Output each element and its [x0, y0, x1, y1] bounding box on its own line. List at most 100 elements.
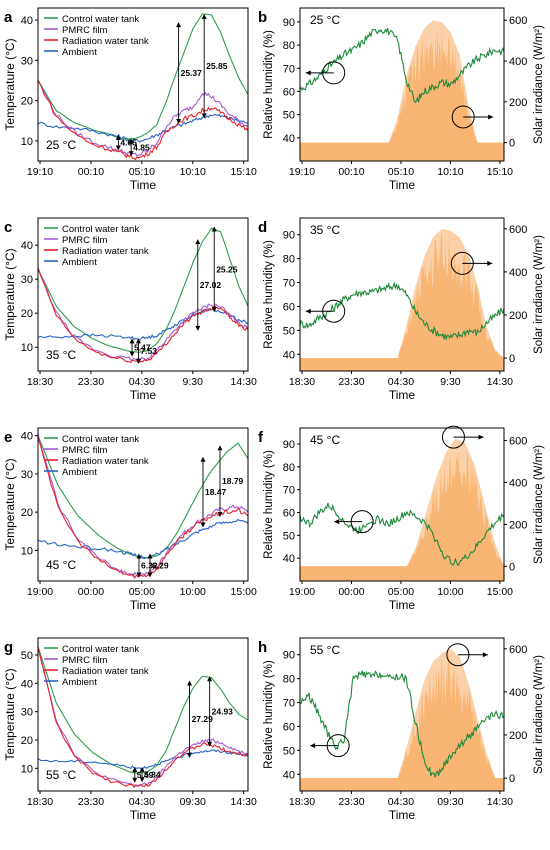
y-tick-label: 20 — [21, 735, 33, 747]
difference-label: 25.85 — [206, 61, 228, 71]
arrow-head-icon — [207, 741, 213, 747]
arrow-head-icon — [187, 752, 193, 758]
difference-label: 5.34 — [144, 770, 161, 780]
y-tick-label: 30 — [21, 55, 33, 67]
y-tick-label: 40 — [283, 769, 295, 781]
condition-label: 25 °C — [310, 13, 340, 27]
condition-label: 35 °C — [46, 348, 76, 362]
relative-humidity-line — [299, 670, 505, 778]
y2-axis-title: Solar irradiance (W/m²) — [533, 655, 545, 774]
series-line-control-water-tank — [37, 13, 249, 140]
legend-label: Ambient — [62, 257, 97, 268]
y2-tick-label: 0 — [509, 353, 515, 365]
x-tick-label: 23:30 — [338, 796, 364, 808]
legend-label: PMRC film — [62, 25, 107, 36]
y-tick-label: 90 — [283, 439, 295, 451]
solar-irradiance-envelope — [300, 648, 504, 791]
arrow-head-icon — [201, 113, 207, 119]
x-tick-label: 00:00 — [338, 586, 364, 598]
difference-label: 6.32 — [141, 561, 158, 571]
y2-axis-title: Solar irradiance (W/m²) — [533, 445, 545, 564]
y2-tick-label: 0 — [509, 773, 515, 785]
arrow-left-icon — [305, 70, 311, 76]
y2-tick-label: 600 — [509, 15, 527, 27]
solar-irradiance-envelope — [300, 438, 504, 581]
arrow-right-icon — [488, 114, 494, 120]
difference-label: 4.85 — [133, 143, 150, 153]
y-tick-label: 40 — [21, 240, 33, 252]
y-tick-label: 80 — [283, 462, 295, 474]
humidity-solar-chart-f: f 40 50 60 70 80 90 0 200 400 600 19:00 00:00 05:00 10… — [258, 425, 545, 612]
y-tick-label: 40 — [21, 678, 33, 690]
arrow-head-icon — [176, 118, 182, 124]
legend-label: Control water tank — [62, 14, 139, 25]
x-tick-label: 10:10 — [180, 166, 206, 178]
x-tick-label: 14:30 — [487, 376, 513, 388]
series-line-radiation-water-tank — [37, 267, 249, 364]
y2-tick-label: 600 — [509, 436, 527, 448]
x-tick-label: 15:10 — [487, 166, 513, 178]
series-line-pmrc-film — [37, 80, 249, 157]
legend-label: Ambient — [62, 47, 97, 58]
y-tick-label: 40 — [21, 15, 33, 27]
x-tick-label: 19:10 — [289, 166, 315, 178]
x-tick-label: 14:30 — [231, 376, 257, 388]
y-tick-label: 50 — [283, 325, 295, 337]
arrow-left-icon — [334, 519, 340, 525]
arrow-head-icon — [128, 151, 134, 157]
difference-label: 4.65 — [120, 138, 137, 148]
arrow-head-icon — [136, 553, 142, 559]
legend-label: Radiation water tank — [62, 36, 149, 47]
x-axis-title: Time — [130, 388, 157, 402]
humidity-solar-chart-d: d 40 50 60 70 80 90 0 200 400 600 18:30 23:30 04:30 9:… — [258, 217, 545, 402]
relative-humidity-line — [299, 27, 505, 104]
arrow-right-icon — [478, 434, 484, 440]
arrow-head-icon — [135, 358, 141, 364]
difference-label: 7.53 — [140, 346, 157, 356]
legend-label: Ambient — [62, 677, 97, 688]
plot-frame — [37, 427, 249, 582]
series-line-radiation-water-tank — [37, 79, 249, 161]
y-tick-label: 10 — [21, 763, 33, 775]
series-line-ambient — [37, 518, 249, 559]
y-tick-label: 10 — [21, 136, 33, 148]
y2-tick-label: 400 — [509, 687, 527, 699]
y2-tick-label: 400 — [509, 267, 527, 279]
x-tick-label: 10:00 — [437, 586, 463, 598]
y2-tick-label: 200 — [509, 310, 527, 322]
y-tick-label: 60 — [283, 507, 295, 519]
y-tick-label: 20 — [21, 308, 33, 320]
legend-label: Control water tank — [62, 224, 139, 235]
x-tick-label: 18:30 — [27, 796, 53, 808]
humidity-solar-chart-h: h 40 50 60 70 80 90 0 200 400 600 18:30 23:30 04:30 09… — [258, 637, 545, 822]
y2-axis-title: Solar irradiance (W/m²) — [533, 25, 545, 144]
arrow-head-icon — [201, 14, 207, 20]
x-tick-label: 05:00 — [129, 586, 155, 598]
series-line-control-water-tank — [37, 646, 249, 774]
plot-frame — [37, 637, 249, 792]
solar-irradiance-envelope — [300, 20, 504, 162]
arrow-head-icon — [217, 512, 223, 518]
difference-label: 6.29 — [152, 561, 169, 571]
relative-humidity-line — [299, 281, 505, 341]
panel-letter: f — [258, 429, 264, 446]
y-axis-title: Relative humidity (%) — [263, 450, 275, 559]
x-axis-title: Time — [130, 808, 157, 822]
arrow-head-icon — [139, 777, 145, 783]
y-tick-label: 90 — [283, 230, 295, 242]
arrow-head-icon — [211, 226, 217, 232]
solar-irradiance-envelope — [300, 228, 504, 371]
legend-label: Control water tank — [62, 644, 139, 655]
x-axis-title: Time — [389, 388, 416, 402]
legend-label: Radiation water tank — [62, 456, 149, 467]
y-tick-label: 40 — [283, 133, 295, 145]
arrow-head-icon — [147, 572, 153, 578]
x-tick-label: 15:00 — [487, 586, 513, 598]
x-tick-label: 18:30 — [289, 376, 315, 388]
x-tick-label: 04:30 — [129, 796, 155, 808]
y2-tick-label: 400 — [509, 56, 527, 68]
x-tick-label: 05:10 — [388, 166, 414, 178]
